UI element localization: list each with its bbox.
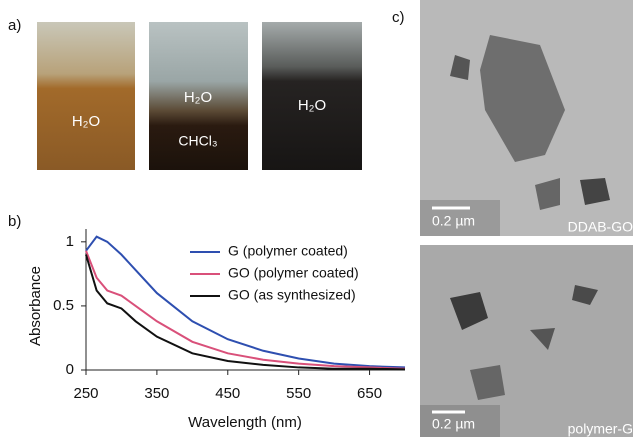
vial-label: H₂O [72,113,100,130]
scale-label: 0.2 µm [432,416,475,432]
y-tick-label: 1 [66,233,74,250]
x-tick-label: 350 [144,385,169,402]
x-tick-label: 650 [357,385,382,402]
panel-label: c) [392,9,405,26]
y-axis-label: Absorbance [27,266,44,346]
y-tick-label: 0 [66,361,74,378]
vial-label: H₂O [184,89,212,106]
y-tick-label: 0.5 [53,297,74,314]
legend-label: GO (as synthesized) [228,287,356,303]
image-caption: polymer-G [568,421,633,437]
tem-image: 0.2 µm polymer-G [420,245,633,437]
scale-label: 0.2 µm [432,213,475,229]
image-caption: DDAB-GO [568,219,633,235]
legend-label: G (polymer coated) [228,243,348,259]
x-tick-label: 450 [215,385,240,402]
panel-label: a) [8,17,21,34]
x-axis-label: Wavelength (nm) [188,414,302,431]
vial-photo [37,22,135,170]
panel-label: b) [8,213,21,230]
chart: 0 0.5 1 250 350 450 550 650 G (polymer coated) GO… [53,229,405,402]
vial-label: H₂O [298,97,326,114]
figure: a) b) c) H₂O H₂O CHCl₃ H₂O 0.2 µm DDAB-G… [0,0,633,437]
legend-label: GO (polymer coated) [228,265,359,281]
x-tick-label: 250 [73,385,98,402]
vial-label: CHCl₃ [178,133,217,149]
x-tick-label: 550 [286,385,311,402]
tem-image: 0.2 µm DDAB-GO [420,0,633,236]
